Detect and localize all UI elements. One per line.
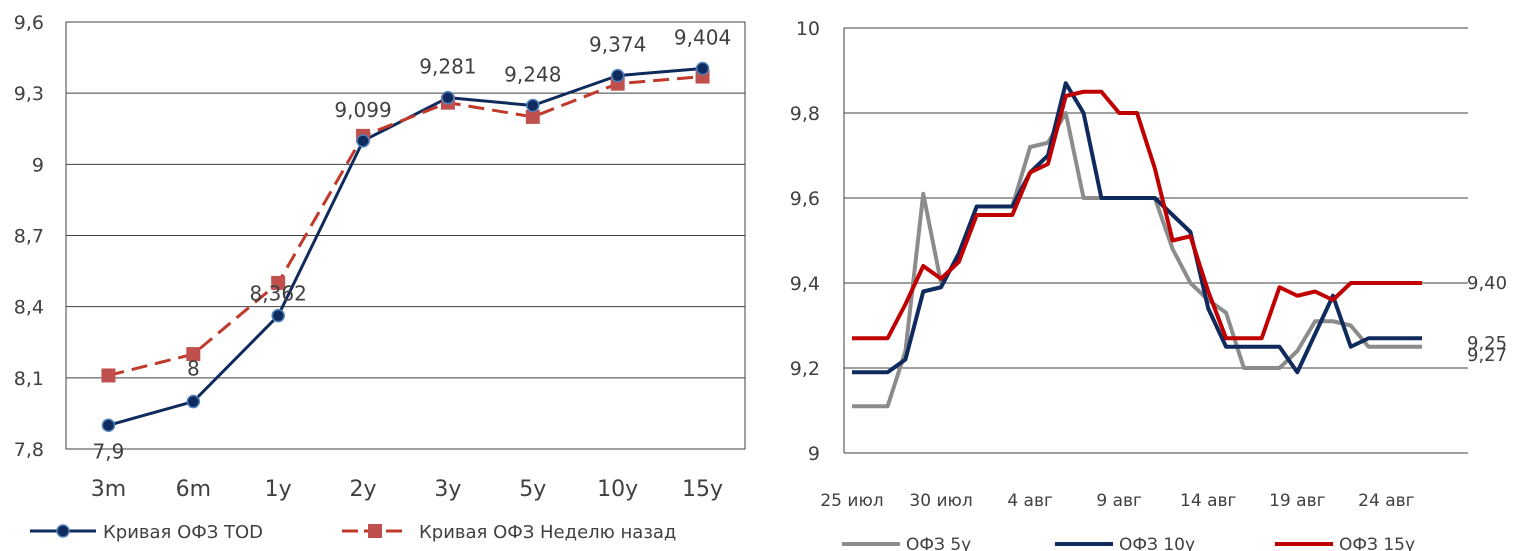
- x-tick-label: 9 авг: [1096, 491, 1142, 511]
- tod-marker: [695, 61, 710, 76]
- series-line-офз-10y: [852, 81, 1422, 375]
- tod-marker: [441, 90, 455, 105]
- x-tick-label: 14 авг: [1180, 491, 1236, 511]
- x-tick-label: 30 июл: [909, 491, 972, 511]
- y-tick-label: 9: [32, 154, 44, 176]
- tod-marker: [526, 98, 540, 113]
- data-label: 9,248: [504, 63, 561, 87]
- legend-marker-week-ago: [368, 524, 382, 538]
- y-tick-label: 10: [796, 18, 820, 40]
- x-tick-label: 24 авг: [1358, 491, 1414, 511]
- legend-label-офз-10y: ОФЗ 10y: [1119, 535, 1195, 551]
- y-tick-label: 8,4: [14, 297, 44, 319]
- data-label: 9,404: [674, 25, 731, 49]
- ofz-curve-chart: 7,8 8,1 8,4 8,7 9 9,3 9,6 3m 6m 1y 2y 3y 5y 10y 15y 7,9…: [0, 0, 760, 551]
- tod-marker: [610, 68, 625, 83]
- plot-area-border: [65, 21, 746, 450]
- ofz-curve-chart-svg: 7,8 8,1 8,4 8,7 9 9,3 9,6 3m 6m 1y 2y 3y 5y 10y 15y 7,9…: [14, 12, 746, 543]
- tod-marker: [101, 418, 116, 433]
- week-ago-marker: [186, 347, 201, 362]
- series-line-week-ago: [108, 75, 703, 377]
- legend: Кривая ОФЗ TOD Кривая ОФЗ Неделю назад: [30, 522, 676, 543]
- end-value-label: 9,25: [1467, 333, 1507, 354]
- data-label: 9,281: [419, 55, 476, 79]
- x-tick-label: 10y: [597, 477, 638, 502]
- y-tick-label: 9: [808, 443, 820, 465]
- end-value-label: 9,27: [1467, 345, 1507, 366]
- week-ago-marker: [271, 275, 286, 290]
- ofz-history-chart-svg: 9 9,2 9,4 9,6 9,8 10 25 июл 30 июл 4 авг 9 авг 14 …: [790, 18, 1507, 551]
- x-tick-label: 4 авг: [1007, 491, 1053, 511]
- x-tick-label: 3m: [91, 477, 126, 502]
- week-ago-marker: [525, 109, 540, 124]
- y-tick-label: 8,7: [14, 226, 44, 248]
- legend-label-week-ago: Кривая ОФЗ Неделю назад: [419, 522, 676, 543]
- series-line-офз-5y: [852, 111, 1422, 409]
- tod-marker: [356, 134, 370, 148]
- y-tick-label: 9,6: [790, 188, 820, 210]
- y-tick-label: 8,1: [14, 368, 44, 390]
- x-tick-label: 15y: [682, 477, 723, 502]
- legend: ОФЗ 5y ОФЗ 10y ОФЗ 15y: [842, 535, 1415, 551]
- y-tick-label: 9,3: [14, 83, 44, 105]
- y-tick-label: 9,6: [14, 12, 44, 34]
- y-tick-label: 9,8: [790, 103, 820, 125]
- legend-label-tod: Кривая ОФЗ TOD: [103, 522, 263, 543]
- x-tick-label: 25 июл: [820, 491, 883, 511]
- y-tick-label: 9,4: [790, 273, 820, 295]
- x-tick-label: 1y: [265, 477, 292, 502]
- legend-label-офз-5y: ОФЗ 5y: [906, 535, 971, 551]
- tod-marker: [186, 394, 201, 409]
- x-tick-label: 2y: [350, 477, 377, 502]
- y-tick-label: 7,8: [14, 439, 44, 461]
- legend-marker-tod: [56, 524, 70, 538]
- data-label: 9,374: [589, 33, 646, 57]
- ofz-history-chart: 9 9,2 9,4 9,6 9,8 10 25 июл 30 июл 4 авг 9 авг 14 …: [760, 0, 1527, 551]
- end-value-label: 9,40: [1467, 273, 1507, 294]
- data-label: 9,099: [334, 98, 391, 122]
- x-tick-label: 3y: [434, 477, 461, 502]
- legend-label-офз-15y: ОФЗ 15y: [1339, 535, 1415, 551]
- tod-marker: [271, 308, 285, 323]
- series-line-офз-15y: [852, 89, 1422, 341]
- data-label: 8,362: [250, 282, 307, 306]
- y-tick-label: 9,2: [790, 358, 820, 380]
- data-label: 8: [187, 357, 200, 381]
- x-tick-label: 6m: [176, 477, 211, 502]
- x-tick-label: 19 авг: [1269, 491, 1325, 511]
- x-tick-label: 5y: [519, 477, 546, 502]
- week-ago-marker: [101, 368, 116, 383]
- data-label: 7,9: [93, 439, 125, 463]
